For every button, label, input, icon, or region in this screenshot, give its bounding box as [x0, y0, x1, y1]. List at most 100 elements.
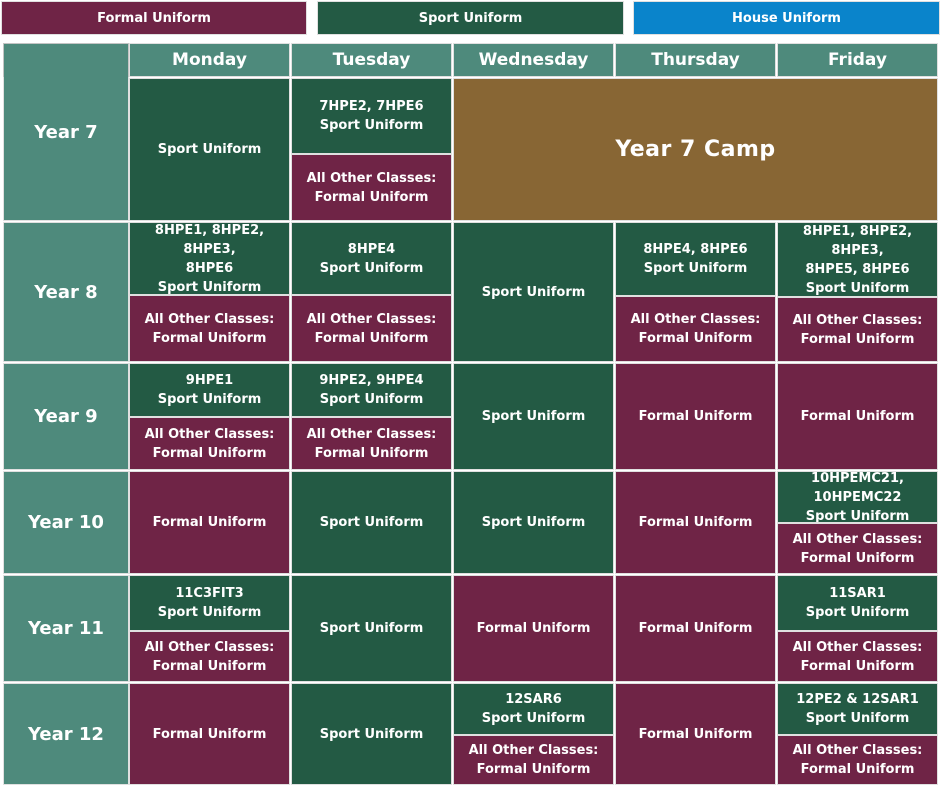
row-label-year-8: Year 8	[3, 222, 129, 362]
y11-friday-formal-cell: All Other Classes: Formal Uniform	[777, 631, 938, 682]
legend-formal-label: Formal Uniform	[97, 10, 211, 26]
uniform-label: Formal Uniform	[800, 658, 915, 674]
uniform-label: Formal Uniform	[476, 621, 591, 636]
y9-friday-cell: Formal Uniform	[777, 363, 938, 470]
day-label: Thursday	[651, 49, 740, 70]
other-classes-label: All Other Classes:	[792, 531, 923, 547]
uniform-label: Formal Uniform	[800, 331, 915, 347]
row-label-year-7: Year 7	[3, 43, 129, 221]
y10-friday-sport-cell: 10HPEMC21, 10HPEMC22 Sport Uniform	[777, 470, 938, 524]
uniform-label: Formal Uniform	[314, 445, 429, 461]
year-label: Year 8	[34, 281, 98, 303]
row-label-year-11: Year 11	[3, 575, 129, 682]
y8-thursday-formal-cell: All Other Classes: Formal Uniform	[615, 296, 776, 362]
uniform-label: Formal Uniform	[476, 762, 591, 777]
class-list: 11C3FIT3	[175, 586, 244, 601]
uniform-label: Sport Uniform	[805, 508, 910, 524]
y10-thursday-cell: Formal Uniform	[615, 471, 776, 574]
uniform-label: Sport Uniform	[319, 726, 424, 742]
row-label-year-10: Year 10	[3, 471, 129, 574]
y12-friday-formal-cell: All Other Classes: Formal Uniform	[777, 735, 938, 785]
year-label: Year 10	[28, 512, 104, 533]
other-classes-label: All Other Classes:	[792, 312, 923, 328]
uniform-label: Sport Uniform	[157, 605, 262, 620]
row-label-year-12: Year 12	[3, 683, 129, 785]
other-classes-label: All Other Classes:	[792, 743, 923, 758]
header-wednesday: Wednesday	[453, 43, 614, 77]
y7-camp-cell: Year 7 Camp	[453, 78, 938, 221]
header-friday: Friday	[777, 43, 938, 77]
uniform-label: Formal Uniform	[800, 550, 915, 566]
y12-wednesday-formal-cell: All Other Classes: Formal Uniform	[453, 735, 614, 785]
y8-tuesday-formal-cell: All Other Classes: Formal Uniform	[291, 295, 452, 362]
y8-monday-formal-cell: All Other Classes: Formal Uniform	[129, 295, 290, 362]
y8-thursday-sport-cell: 8HPE4, 8HPE6 Sport Uniform	[615, 222, 776, 296]
uniform-label: Formal Uniform	[152, 515, 267, 530]
uniform-label: Formal Uniform	[800, 409, 915, 424]
class-list: 8HPE5, 8HPE6	[805, 261, 910, 277]
class-list: 8HPE1, 8HPE2, 8HPE3,	[802, 223, 913, 258]
other-classes-label: All Other Classes:	[144, 639, 275, 655]
class-list: 8HPE1, 8HPE2, 8HPE3,	[154, 222, 265, 257]
y7-tuesday-sport-cell: 7HPE2, 7HPE6 Sport Uniform	[291, 78, 452, 154]
uniform-label: Sport Uniform	[319, 621, 424, 636]
uniform-label: Formal Uniform	[638, 515, 753, 530]
class-list: 11SAR1	[829, 586, 886, 601]
other-classes-label: All Other Classes:	[792, 639, 923, 655]
y12-wednesday-sport-cell: 12SAR6 Sport Uniform	[453, 683, 614, 735]
y11-monday-sport-cell: 11C3FIT3 Sport Uniform	[129, 575, 290, 631]
uniform-label: Sport Uniform	[805, 711, 910, 726]
uniform-label: Sport Uniform	[481, 711, 586, 726]
y12-friday-sport-cell: 12PE2 & 12SAR1 Sport Uniform	[777, 683, 938, 735]
class-list: 8HPE4	[347, 241, 396, 257]
y11-thursday-cell: Formal Uniform	[615, 575, 776, 682]
legend-sport-label: Sport Uniform	[418, 10, 523, 26]
y10-monday-cell: Formal Uniform	[129, 471, 290, 574]
y9-monday-formal-cell: All Other Classes: Formal Uniform	[129, 417, 290, 470]
class-list: 10HPEMC21, 10HPEMC22	[811, 470, 904, 505]
y9-tuesday-formal-cell: All Other Classes: Formal Uniform	[291, 417, 452, 470]
uniform-label: Formal Uniform	[152, 726, 267, 742]
uniform-label: Sport Uniform	[805, 605, 910, 620]
uniform-label: Formal Uniform	[638, 726, 753, 742]
uniform-label: Sport Uniform	[157, 279, 262, 295]
uniform-label: Sport Uniform	[481, 284, 586, 300]
class-list: 8HPE4, 8HPE6	[643, 242, 748, 257]
day-label: Monday	[172, 49, 247, 70]
y10-friday-formal-cell: All Other Classes: Formal Uniform	[777, 523, 938, 574]
header-tuesday: Tuesday	[291, 43, 452, 77]
y9-monday-sport-cell: 9HPE1 Sport Uniform	[129, 363, 290, 417]
uniform-label: Sport Uniform	[481, 409, 586, 424]
class-list: 9HPE1	[185, 373, 234, 388]
uniform-label: Sport Uniform	[805, 280, 910, 296]
y8-friday-formal-cell: All Other Classes: Formal Uniform	[777, 297, 938, 362]
y11-wednesday-cell: Formal Uniform	[453, 575, 614, 682]
uniform-label: Formal Uniform	[314, 330, 429, 346]
class-list: 8HPE6	[185, 260, 234, 276]
uniform-label: Formal Uniform	[638, 331, 753, 346]
y9-tuesday-sport-cell: 9HPE2, 9HPE4 Sport Uniform	[291, 363, 452, 417]
class-list: 12PE2 & 12SAR1	[796, 692, 919, 707]
day-label: Tuesday	[332, 49, 411, 70]
header-thursday: Thursday	[615, 43, 776, 77]
y8-tuesday-sport-cell: 8HPE4 Sport Uniform	[291, 222, 452, 295]
other-classes-label: All Other Classes:	[468, 743, 599, 758]
uniform-label: Sport Uniform	[157, 142, 262, 157]
uniform-label: Formal Uniform	[152, 445, 267, 461]
day-label: Wednesday	[478, 49, 589, 70]
y11-tuesday-cell: Sport Uniform	[291, 575, 452, 682]
y12-thursday-cell: Formal Uniform	[615, 683, 776, 785]
uniform-label: Formal Uniform	[152, 330, 267, 346]
uniform-label: Sport Uniform	[643, 261, 748, 276]
class-list: 7HPE2, 7HPE6	[319, 99, 424, 114]
other-classes-label: All Other Classes:	[306, 426, 437, 442]
legend-formal-uniform: Formal Uniform	[1, 1, 307, 35]
y8-friday-sport-cell: 8HPE1, 8HPE2, 8HPE3, 8HPE5, 8HPE6 Sport Un…	[777, 222, 938, 297]
uniform-label: Formal Uniform	[638, 409, 753, 424]
other-classes-label: All Other Classes:	[630, 312, 761, 327]
legend-house-uniform: House Uniform	[633, 1, 940, 35]
other-classes-label: All Other Classes:	[144, 311, 275, 327]
class-list: 9HPE2, 9HPE4	[319, 373, 424, 388]
y9-wednesday-cell: Sport Uniform	[453, 363, 614, 470]
y10-wednesday-cell: Sport Uniform	[453, 471, 614, 574]
